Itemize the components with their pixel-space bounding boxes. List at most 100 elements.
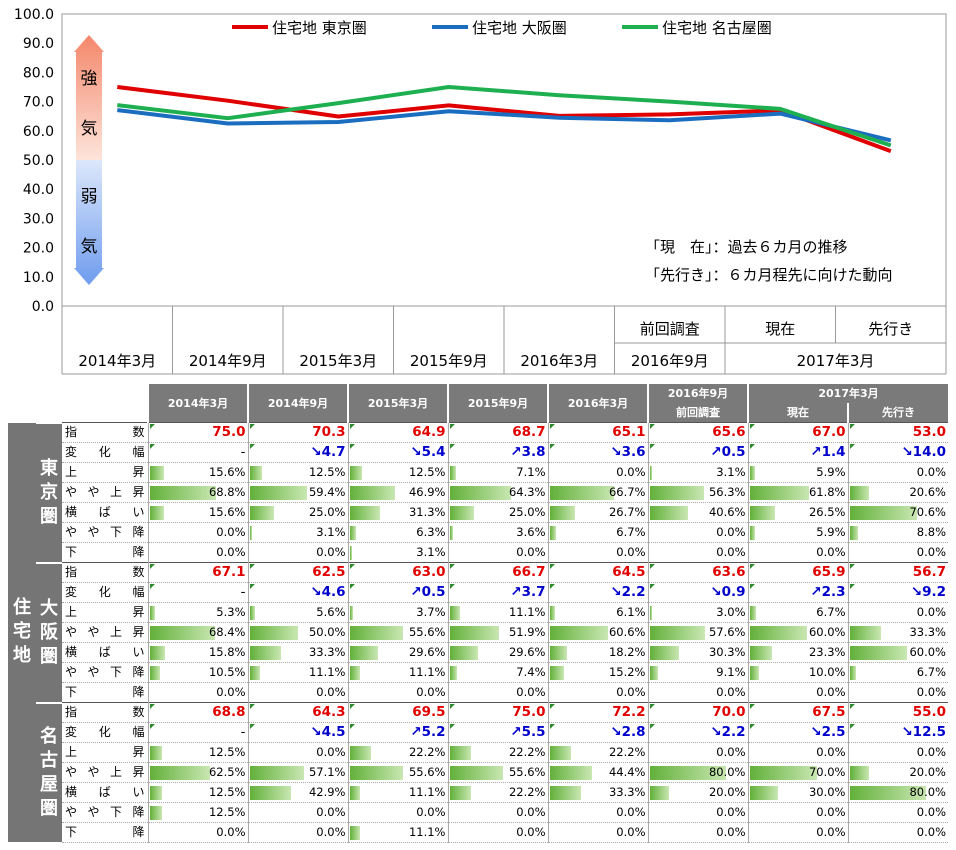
table-cell: 15.8% — [147, 642, 248, 663]
cell-marker — [349, 704, 355, 709]
row-label-char: 化 — [98, 725, 111, 739]
cell-value: 0.0% — [316, 685, 346, 699]
cell-value: 0.0% — [816, 745, 846, 759]
table-cell: 26.5% — [747, 502, 848, 523]
percent-bar — [549, 746, 571, 760]
cell-value: 15.8% — [208, 645, 246, 659]
cell-value: 0.0% — [716, 525, 746, 539]
percent-bar — [149, 506, 165, 520]
table-cell: ↘12.5 — [847, 722, 948, 743]
table-cell: 0.0% — [547, 542, 648, 563]
table-cell: ↘3.6 — [547, 442, 648, 463]
percent-bar — [249, 666, 261, 680]
table-cell: 80.0% — [647, 762, 748, 783]
y-tick-label: 100.0 — [14, 7, 54, 23]
cell-value: 63.0 — [412, 564, 446, 580]
table-cell: 68.8% — [147, 482, 248, 503]
cell-value: 6.7% — [816, 605, 846, 619]
cell-marker — [749, 444, 755, 449]
table-cell: 0.0% — [447, 542, 548, 563]
table-cell: 9.1% — [647, 662, 748, 683]
table-row: 上昇 15.6% 12.5% 12.5% 7.1% 0.0% 3.1% 5.9% 0.0% — [8, 462, 948, 483]
row-label: 上昇 — [62, 602, 148, 623]
cell-value: 29.6% — [508, 645, 546, 659]
data-table: 2014年3月 2014年9月 2015年3月 2015年9月 2016年3月 2016年… — [8, 384, 948, 844]
x-tick-label: 2016年9月 — [631, 352, 709, 370]
table-row: 上昇 12.5% 0.0% 22.2% 22.2% 22.2% 0.0% 0.0% 0.0% — [8, 742, 948, 763]
row-label-char: や — [65, 765, 78, 779]
cell-value: 75.0 — [512, 704, 546, 720]
table-cell: 11.1% — [347, 782, 448, 803]
cell-marker — [149, 444, 155, 449]
percent-bar — [349, 486, 395, 500]
cell-value: 68.4% — [208, 625, 246, 639]
row-label: 上昇 — [62, 462, 148, 483]
percent-bar — [849, 646, 908, 660]
table-cell: 10.0% — [747, 662, 848, 683]
cell-value: 0.0% — [716, 545, 746, 559]
row-label-char: 下 — [65, 825, 78, 839]
table-cell: 53.0 — [847, 422, 948, 443]
cell-marker — [649, 584, 655, 589]
row-label-char: 上 — [65, 605, 78, 619]
row-label-char: 上 — [65, 745, 78, 759]
cell-value: - — [240, 724, 246, 740]
table-cell: 25.0% — [247, 502, 348, 523]
percent-bar — [449, 646, 478, 660]
cell-marker — [549, 424, 555, 429]
arrow-label: 気 — [81, 237, 98, 257]
table-cell: 0.0% — [847, 602, 948, 623]
table-cell: 42.9% — [247, 782, 348, 803]
row-label-char: 昇 — [132, 465, 145, 479]
table-cell: ↘9.2 — [847, 582, 948, 603]
row-label: 変化幅 — [62, 722, 148, 743]
cell-value: 67.1 — [212, 564, 246, 580]
cell-marker — [549, 584, 555, 589]
cell-value: 0.0% — [516, 685, 546, 699]
table-cell: 59.4% — [247, 482, 348, 503]
percent-bar — [749, 766, 817, 780]
cell-marker — [149, 584, 155, 589]
row-label-char: や — [65, 805, 78, 819]
cell-value: ↗0.5 — [410, 584, 446, 600]
cell-value: 56.3% — [708, 485, 746, 499]
table-cell: 62.5 — [247, 562, 348, 583]
cell-value: 30.0% — [808, 785, 846, 799]
table-cell: ↗3.7 — [447, 582, 548, 603]
cell-marker — [249, 564, 255, 569]
table-row: やや上昇 68.8% 59.4% 46.9% 64.3% 66.7% 56.3% 61.8% 2… — [8, 482, 948, 503]
table-cell: ↗1.4 — [747, 442, 848, 463]
table-row: 上昇 5.3% 5.6% 3.7% 11.1% 6.1% 3.0% 6.7% 0.0% — [8, 602, 948, 623]
percent-bar — [549, 646, 567, 660]
table-cell: - — [147, 582, 248, 603]
cell-marker — [449, 704, 455, 709]
percent-bar — [149, 606, 155, 620]
cell-value: 0.0% — [916, 465, 946, 479]
cell-value: 0.0% — [416, 685, 446, 699]
percent-bar — [449, 486, 512, 500]
table-cell: 64.3% — [447, 482, 548, 503]
table-cell: 55.6% — [347, 622, 448, 643]
cell-value: ↗0.5 — [710, 444, 746, 460]
cell-value: 68.7 — [512, 424, 546, 440]
column-header: 2014年3月 — [147, 384, 248, 423]
x-tick-label: 2015年3月 — [299, 352, 377, 370]
table-cell: 5.9% — [747, 522, 848, 543]
cell-value: 22.2% — [408, 745, 446, 759]
cell-value: 55.6% — [408, 765, 446, 779]
cell-value: 22.2% — [508, 745, 546, 759]
row-label-char: や — [65, 665, 78, 679]
percent-bar — [149, 646, 165, 660]
cell-value: 11.1% — [408, 825, 446, 839]
row-label: やや上昇 — [62, 622, 148, 643]
cell-value: 0.0% — [616, 545, 646, 559]
table-cell: 0.0% — [747, 802, 848, 823]
table-cell: 3.1% — [247, 522, 348, 543]
table-cell: 26.7% — [547, 502, 648, 523]
table-row: 横 ば い 12.5% 42.9% 11.1% 22.2% 33.3% 20.0% 30.0% 80… — [8, 782, 948, 803]
table-cell: 33.3% — [247, 642, 348, 663]
cell-value: 3.6% — [516, 525, 546, 539]
table-cell: ↘2.2 — [547, 582, 648, 603]
percent-bar — [149, 666, 160, 680]
percent-bar — [649, 786, 669, 800]
